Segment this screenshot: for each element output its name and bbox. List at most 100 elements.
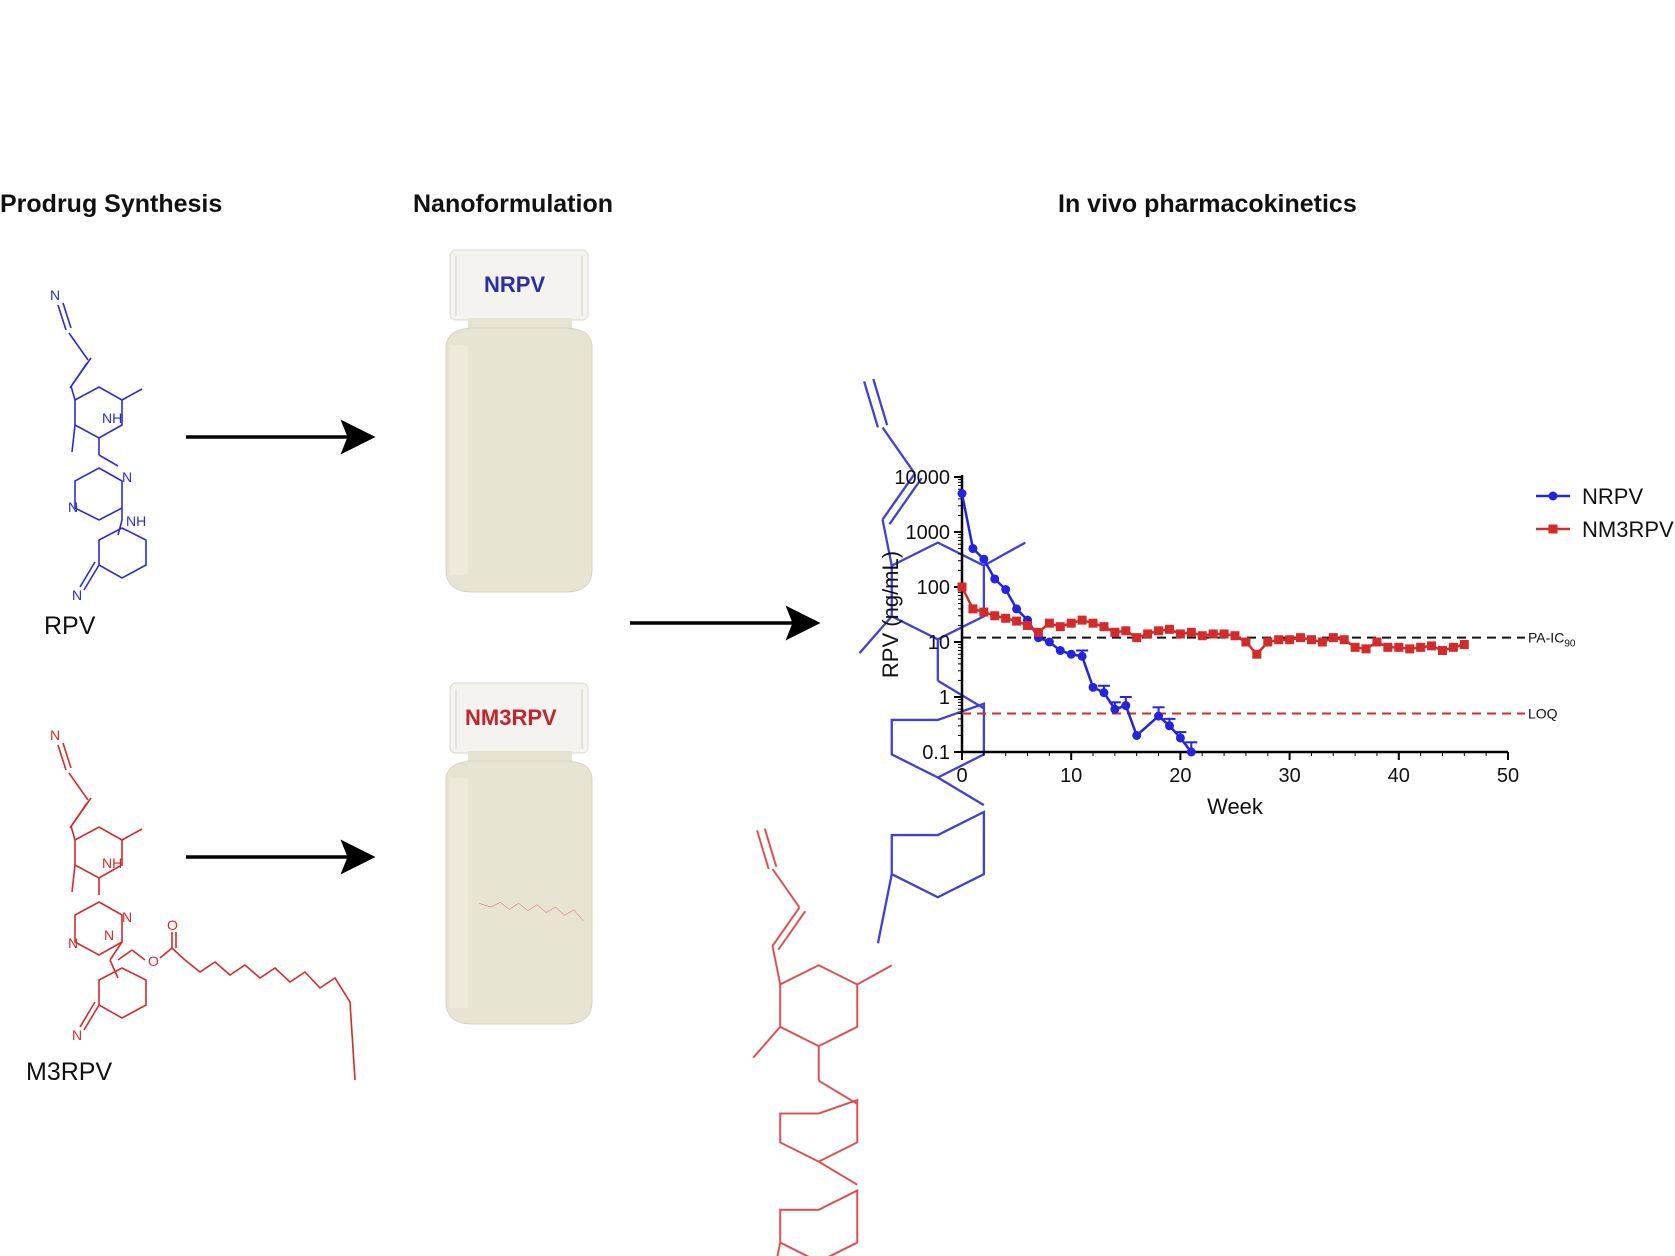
nm3rpv-data-point bbox=[1296, 633, 1306, 643]
nm3rpv-data-point bbox=[1110, 627, 1120, 637]
nrpv-data-point bbox=[1077, 651, 1087, 661]
heading-in-vivo-pharmacokinetics: In vivo pharmacokinetics bbox=[1058, 190, 1357, 218]
nm3rpv-data-point bbox=[1372, 637, 1382, 647]
m3rpv-atom-n-top: N bbox=[50, 727, 60, 743]
heading-prodrug-synthesis: Prodrug Synthesis bbox=[0, 190, 223, 218]
rpv-atom-n-ring-2: N bbox=[68, 499, 78, 515]
nrpv-data-point bbox=[1044, 637, 1054, 647]
m3rpv-atom-o-ester: O bbox=[148, 953, 159, 969]
vial-nm3rpv-body bbox=[445, 760, 593, 1025]
chart-legend: NRPV NM3RPV bbox=[1536, 484, 1674, 542]
nm3rpv-data-point bbox=[1350, 642, 1360, 652]
x-axis-title: Week bbox=[1207, 794, 1264, 819]
x-tick-label: 40 bbox=[1388, 765, 1410, 787]
nm3rpv-data-point bbox=[1121, 626, 1131, 636]
nm3rpv-data-point bbox=[1197, 631, 1207, 641]
nm3rpv-data-point bbox=[1274, 635, 1284, 645]
rpv-atom-n-bottom: N bbox=[72, 587, 82, 603]
m3rpv-atom-n-ring-2: N bbox=[68, 935, 78, 951]
nm3rpv-data-point bbox=[957, 582, 967, 592]
nrpv-legend-marker bbox=[1548, 491, 1558, 501]
nm3rpv-data-point bbox=[1328, 633, 1338, 643]
nm3rpv-data-point bbox=[990, 611, 1000, 621]
m3rpv-structure bbox=[57, 742, 356, 1081]
m3rpv-atom-nh: NH bbox=[102, 855, 122, 871]
nrpv-legend-label: NRPV bbox=[1582, 484, 1643, 509]
nm3rpv-data-point bbox=[1066, 618, 1076, 628]
pa-ic90-label: PA-IC90 bbox=[1528, 630, 1576, 650]
nm3rpv-data-point bbox=[1088, 618, 1098, 628]
vial-nm3rpv-label: NM3RPV bbox=[465, 705, 557, 730]
nm3rpv-data-point bbox=[1339, 635, 1349, 645]
nm3rpv-legend-marker bbox=[1548, 524, 1558, 534]
vial-nrpv: NRPV bbox=[445, 249, 1026, 944]
vial-nm3rpv: NM3RPV bbox=[445, 682, 893, 1256]
nm3rpv-data-point bbox=[1306, 635, 1316, 645]
y-tick-label: 1 bbox=[939, 687, 950, 709]
nrpv-data-point bbox=[990, 574, 1000, 584]
nm3rpv-data-point bbox=[1023, 620, 1033, 630]
m3rpv-atom-n-ring: N bbox=[122, 909, 132, 925]
nm3rpv-data-point bbox=[1012, 616, 1022, 626]
y-tick-label: 0.1 bbox=[922, 742, 950, 764]
nm3rpv-data-point bbox=[968, 604, 978, 614]
nm3rpv-data-point bbox=[1143, 629, 1153, 639]
nm3rpv-data-point bbox=[1394, 642, 1404, 652]
nrpv-data-point bbox=[1088, 682, 1098, 692]
m3rpv-atom-labels: N NH N N N O O N bbox=[50, 727, 178, 1043]
x-tick-label: 20 bbox=[1169, 765, 1191, 787]
nm3rpv-data-point bbox=[1164, 624, 1174, 634]
nrpv-data-point bbox=[1121, 701, 1131, 711]
nm3rpv-data-point bbox=[1263, 637, 1273, 647]
y-tick-label: 10 bbox=[928, 632, 950, 654]
nrpv-data-point bbox=[1001, 585, 1011, 595]
nm3rpv-data-point bbox=[1317, 637, 1327, 647]
loq-label: LOQ bbox=[1528, 706, 1558, 722]
rpv-atom-nh-1: NH bbox=[102, 410, 122, 426]
nrpv-data-point bbox=[1055, 646, 1065, 656]
nm3rpv-data-point bbox=[1241, 637, 1251, 647]
nm3rpv-data-point bbox=[1001, 613, 1011, 623]
chart-reference-lines: PA-IC90 LOQ bbox=[962, 630, 1576, 722]
vial-nrpv-body bbox=[445, 327, 593, 593]
nrpv-data-point bbox=[1164, 721, 1174, 731]
nrpv-data-point bbox=[1066, 649, 1076, 659]
molecule-name-rpv: RPV bbox=[44, 612, 96, 640]
rpv-atom-n-ring: N bbox=[122, 469, 132, 485]
nm3rpv-data-point bbox=[1186, 627, 1196, 637]
nm3rpv-data-point bbox=[1448, 642, 1458, 652]
y-tick-label: 10000 bbox=[894, 467, 950, 489]
rpv-atom-labels: N NH N N NH N bbox=[50, 287, 146, 603]
nm3rpv-data-point bbox=[1252, 649, 1262, 659]
m3rpv-atom-o-carbonyl: O bbox=[167, 917, 178, 933]
y-tick-label: 1000 bbox=[906, 522, 951, 544]
m3rpv-atom-n-bottom: N bbox=[72, 1027, 82, 1043]
heading-nanoformulation: Nanoformulation bbox=[413, 190, 613, 218]
nm3rpv-data-point bbox=[1154, 626, 1164, 636]
x-tick-label: 0 bbox=[956, 765, 967, 787]
nrpv-data-point bbox=[1110, 704, 1120, 714]
nm3rpv-data-point bbox=[1405, 644, 1415, 654]
rpv-structure bbox=[57, 302, 147, 591]
nrpv-data-point bbox=[1099, 688, 1109, 698]
nm3rpv-data-point bbox=[1219, 629, 1229, 639]
nm3rpv-data-point bbox=[1033, 627, 1043, 637]
nrpv-data-point bbox=[1132, 730, 1142, 740]
x-tick-label: 50 bbox=[1497, 765, 1519, 787]
rpv-atom-n-top: N bbox=[50, 287, 60, 303]
nm3rpv-data-point bbox=[1099, 622, 1109, 632]
x-tick-label: 30 bbox=[1278, 765, 1300, 787]
pk-chart: 0.1 1 10 100 1000 10000 0 10 20 30 40 50 Week RPV (ng… bbox=[878, 467, 1674, 819]
nm3rpv-data-point bbox=[1132, 633, 1142, 643]
y-tick-label: 100 bbox=[917, 577, 950, 599]
vial-nrpv-label: NRPV bbox=[484, 272, 545, 297]
nm3rpv-data-point bbox=[1427, 641, 1437, 651]
molecule-name-m3rpv: M3RPV bbox=[26, 1058, 113, 1086]
nm3rpv-data-point bbox=[1230, 631, 1240, 641]
x-tick-label: 10 bbox=[1060, 765, 1082, 787]
nm3rpv-data-point bbox=[1285, 635, 1295, 645]
nm3rpv-data-point bbox=[979, 607, 989, 617]
chart-series bbox=[957, 489, 1469, 757]
nm3rpv-data-point bbox=[1416, 642, 1426, 652]
